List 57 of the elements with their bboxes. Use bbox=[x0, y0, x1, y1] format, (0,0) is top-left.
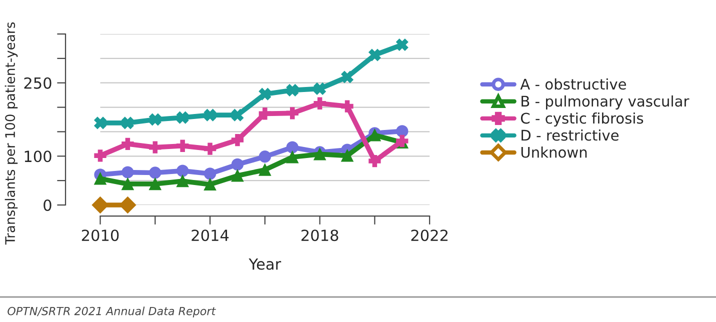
point bbox=[122, 138, 134, 150]
point bbox=[231, 134, 244, 146]
y-tick-label: 100 bbox=[24, 150, 52, 162]
point bbox=[286, 84, 298, 96]
point bbox=[396, 125, 408, 138]
y-tick-label: 0 bbox=[44, 199, 52, 212]
point bbox=[368, 48, 381, 62]
y-axis-title: Transplants per 100 patient-years bbox=[4, 22, 18, 245]
x-tick-label: 2018 bbox=[301, 230, 338, 242]
point bbox=[149, 141, 162, 154]
point bbox=[258, 164, 271, 176]
y-tick-label: 250 bbox=[24, 77, 52, 89]
point bbox=[286, 151, 298, 164]
point bbox=[231, 109, 244, 122]
point bbox=[314, 97, 326, 110]
point bbox=[231, 158, 244, 171]
point bbox=[341, 70, 354, 84]
point bbox=[368, 154, 381, 168]
point bbox=[122, 178, 134, 190]
point bbox=[149, 113, 162, 126]
point bbox=[176, 111, 189, 124]
point bbox=[94, 116, 106, 129]
point bbox=[314, 82, 326, 95]
point bbox=[92, 196, 109, 214]
point bbox=[258, 108, 271, 120]
point bbox=[176, 140, 189, 152]
x-tick-label: 2014 bbox=[192, 230, 229, 242]
point bbox=[341, 150, 354, 162]
point bbox=[122, 116, 134, 129]
x-tick-label: 2022 bbox=[411, 230, 448, 242]
point bbox=[258, 150, 271, 163]
text: OPTN/SRTR 2021 Annual Data Report bbox=[8, 306, 216, 318]
legend-label: D - restrictive bbox=[522, 129, 619, 141]
point bbox=[204, 178, 216, 191]
point bbox=[286, 141, 298, 154]
point bbox=[258, 88, 271, 100]
point bbox=[94, 172, 106, 185]
point bbox=[341, 100, 354, 112]
point bbox=[286, 107, 298, 120]
legend-label: Unknown bbox=[521, 146, 587, 158]
point bbox=[149, 178, 162, 190]
x-tick-label: 2010 bbox=[82, 230, 119, 242]
point bbox=[122, 166, 134, 178]
point bbox=[204, 142, 216, 155]
point bbox=[396, 38, 408, 51]
legend-label: B - pulmonary vascular bbox=[522, 95, 690, 110]
x-axis-title: Year bbox=[248, 258, 282, 270]
point bbox=[231, 170, 244, 182]
legend-label: C - cystic fibrosis bbox=[520, 112, 644, 127]
legend-label: A - obstructive bbox=[520, 78, 626, 90]
point bbox=[204, 168, 216, 180]
point bbox=[119, 196, 136, 214]
point bbox=[149, 166, 162, 179]
point bbox=[176, 174, 189, 188]
point bbox=[176, 164, 189, 177]
point bbox=[94, 150, 106, 162]
point bbox=[204, 109, 216, 122]
